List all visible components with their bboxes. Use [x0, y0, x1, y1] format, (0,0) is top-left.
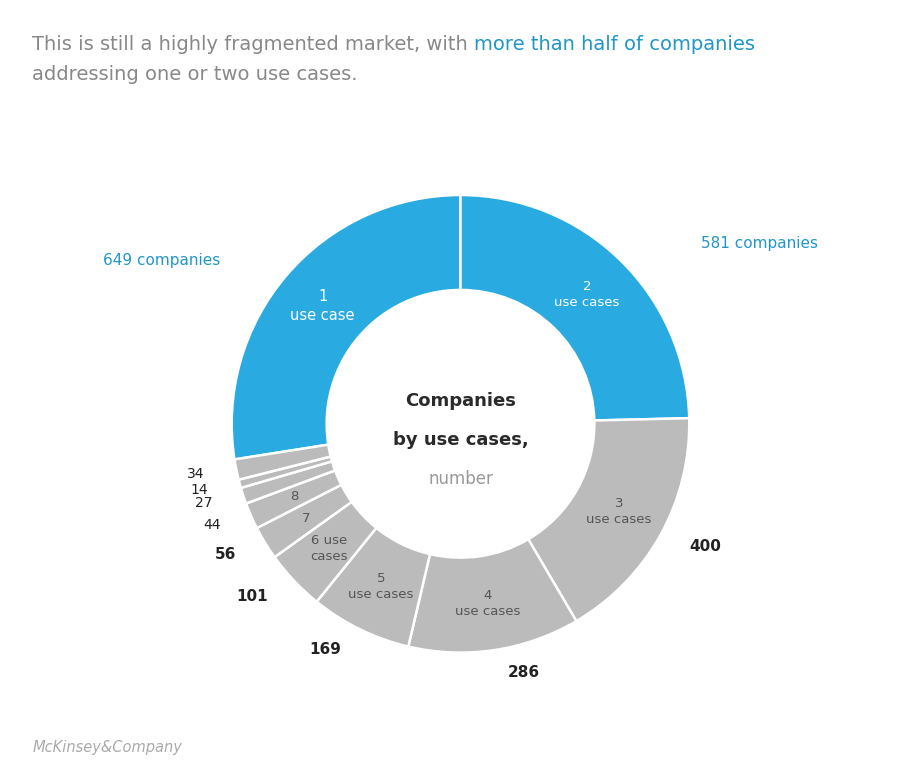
Text: 581 companies: 581 companies [701, 236, 818, 251]
Text: 286: 286 [507, 665, 540, 680]
Wedge shape [235, 445, 331, 479]
Text: This is still a highly fragmented market, with: This is still a highly fragmented market… [32, 35, 474, 54]
Text: 3
use cases: 3 use cases [587, 498, 652, 526]
Text: number: number [428, 469, 493, 488]
Text: 400: 400 [690, 538, 721, 554]
Text: 14: 14 [191, 483, 208, 497]
Text: more than half of companies: more than half of companies [474, 35, 755, 54]
Text: by use cases,: by use cases, [392, 431, 529, 449]
Text: Companies: Companies [405, 392, 516, 410]
Text: 649 companies: 649 companies [103, 253, 220, 268]
Text: 169: 169 [309, 643, 341, 657]
Text: 6 use
cases: 6 use cases [309, 534, 347, 563]
Wedge shape [408, 539, 577, 653]
Text: 2
use cases: 2 use cases [554, 279, 620, 308]
Wedge shape [317, 528, 430, 647]
Text: 7: 7 [301, 512, 310, 525]
Text: 5
use cases: 5 use cases [348, 572, 414, 601]
Wedge shape [460, 195, 689, 420]
Text: 101: 101 [237, 589, 268, 604]
Text: McKinsey&Company: McKinsey&Company [32, 740, 182, 755]
Wedge shape [257, 485, 352, 557]
Text: 27: 27 [195, 496, 213, 510]
Text: 56: 56 [216, 548, 237, 562]
Text: 44: 44 [204, 518, 221, 532]
Text: 8: 8 [290, 490, 298, 503]
Wedge shape [246, 470, 342, 528]
Wedge shape [274, 502, 377, 602]
Text: 4
use cases: 4 use cases [455, 588, 520, 617]
Text: 1
use case: 1 use case [290, 288, 355, 324]
Wedge shape [232, 195, 460, 459]
Wedge shape [239, 456, 332, 488]
Text: addressing one or two use cases.: addressing one or two use cases. [32, 65, 357, 84]
Wedge shape [241, 461, 335, 503]
Text: 34: 34 [187, 467, 204, 481]
Wedge shape [529, 418, 689, 621]
